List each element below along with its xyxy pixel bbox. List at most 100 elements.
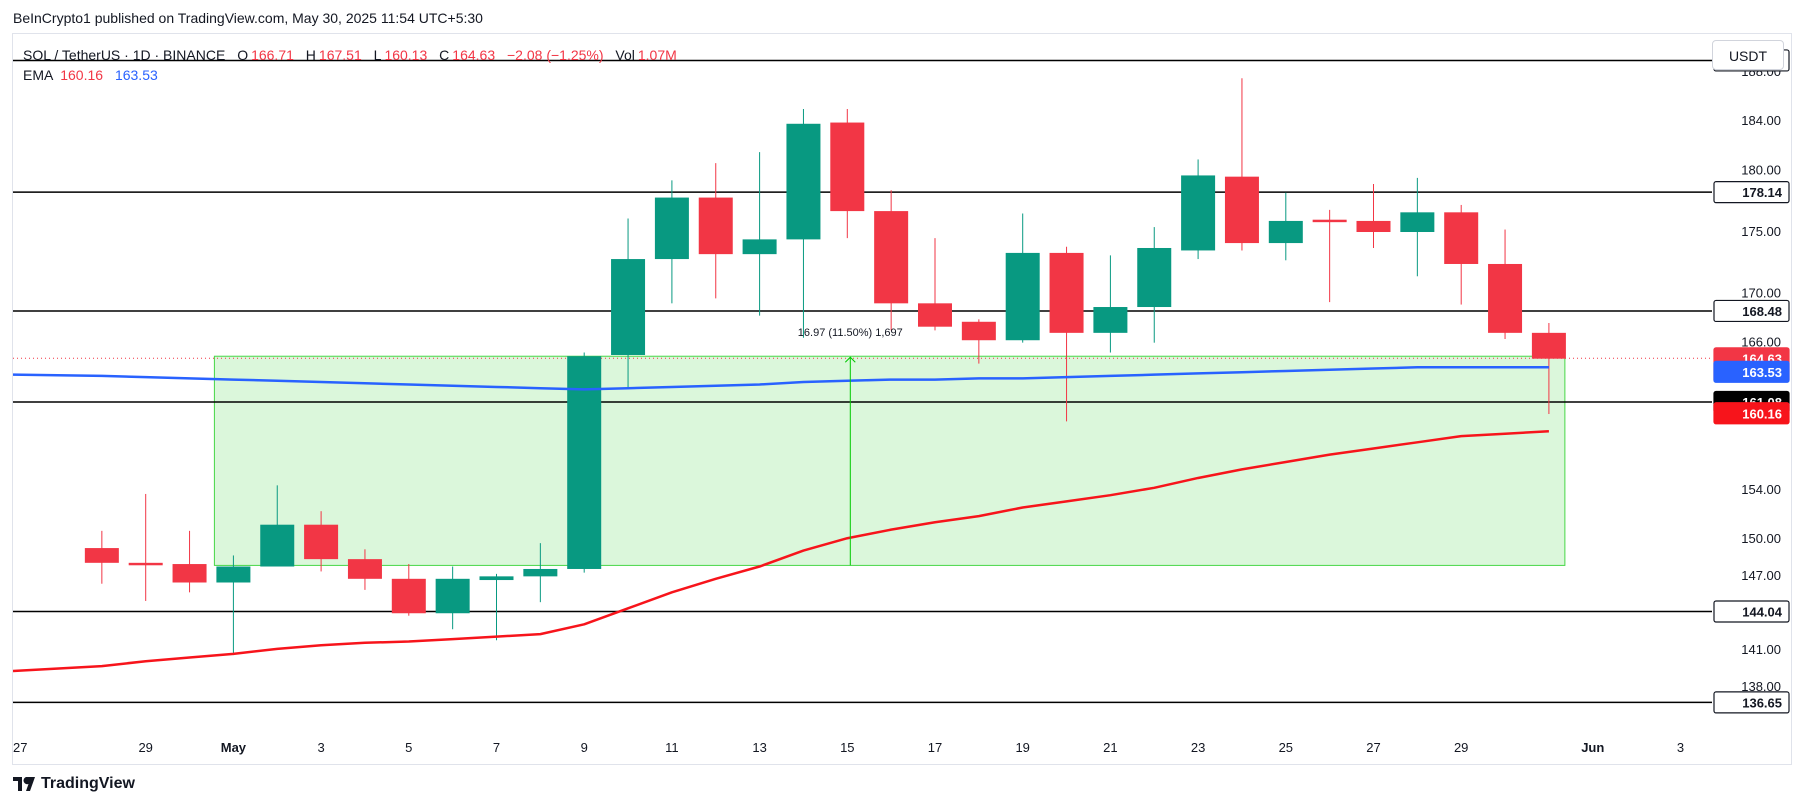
measure-label: 16.97 (11.50%) 1,697 bbox=[798, 327, 903, 339]
price-badge-136.65: 136.65 bbox=[1713, 691, 1790, 714]
y-tick-label: 141.00 bbox=[1741, 642, 1781, 657]
x-tick-label: 27 bbox=[13, 740, 27, 755]
ema-label[interactable]: EMA bbox=[23, 67, 54, 83]
chart-frame bbox=[12, 33, 1792, 765]
candle-body bbox=[435, 578, 470, 614]
price-badge-label: 163.53 bbox=[1742, 365, 1782, 380]
x-tick-label: 23 bbox=[1191, 740, 1205, 755]
candle-body bbox=[391, 578, 426, 614]
candle-33 bbox=[1488, 229, 1523, 339]
candle-body bbox=[961, 321, 996, 341]
open-label: O bbox=[237, 47, 249, 63]
candle-body bbox=[1181, 175, 1216, 251]
x-tick-label: 29 bbox=[138, 740, 152, 755]
candle-body bbox=[567, 356, 602, 569]
candle-2 bbox=[128, 493, 163, 601]
candle-5 bbox=[260, 485, 295, 567]
y-tick-label: 150.00 bbox=[1741, 531, 1781, 546]
price-badge-box bbox=[1713, 691, 1790, 714]
candle-24 bbox=[1093, 255, 1128, 353]
candle-13 bbox=[611, 218, 646, 390]
symbol-name[interactable]: SOL / TetherUS · 1D · BINANCE bbox=[23, 47, 226, 63]
plot-area bbox=[13, 59, 1712, 704]
candle-body bbox=[84, 548, 119, 563]
x-tick-label: May bbox=[221, 740, 247, 755]
high-label: H bbox=[305, 47, 316, 63]
x-tick-label: 29 bbox=[1454, 740, 1468, 755]
publish-caption: BeInCrypto1 published on TradingView.com… bbox=[13, 10, 483, 26]
x-tick-label: 21 bbox=[1103, 740, 1117, 755]
candle-body bbox=[1444, 212, 1479, 264]
candle-9 bbox=[435, 566, 470, 630]
close-label: C bbox=[439, 47, 450, 63]
candle-26 bbox=[1181, 159, 1216, 260]
candle-body bbox=[786, 123, 821, 240]
candle-20 bbox=[918, 238, 952, 331]
low-value: 160.13 bbox=[384, 47, 428, 63]
candle-body bbox=[698, 197, 733, 255]
candle-4 bbox=[216, 555, 251, 656]
currency-button[interactable]: USDT bbox=[1712, 40, 1784, 70]
x-tick-label: 17 bbox=[928, 740, 942, 755]
candle-body bbox=[1488, 263, 1523, 333]
x-tick-label: 15 bbox=[840, 740, 854, 755]
price-badge-160.16: 160.16 bbox=[1713, 402, 1790, 425]
candle-body bbox=[1400, 212, 1435, 233]
price-badge-label: 168.48 bbox=[1742, 304, 1782, 319]
candle-29 bbox=[1312, 209, 1347, 303]
candle-30 bbox=[1356, 184, 1391, 248]
candle-11 bbox=[523, 543, 558, 603]
y-tick-label: 170.00 bbox=[1741, 285, 1781, 300]
candle-body bbox=[479, 576, 514, 581]
ohlc-row: SOL / TetherUS · 1D · BINANCE O 166.71 H 1… bbox=[23, 45, 677, 65]
candle-body bbox=[523, 568, 558, 577]
y-tick-label: 154.00 bbox=[1741, 482, 1781, 497]
candle-body bbox=[1093, 307, 1128, 333]
candle-10 bbox=[479, 573, 514, 641]
tradingview-brand: TradingView bbox=[13, 775, 135, 793]
x-tick-label: 11 bbox=[665, 740, 679, 755]
candle-body bbox=[347, 559, 382, 579]
candle-body bbox=[172, 564, 207, 583]
x-tick-label: 7 bbox=[493, 740, 500, 755]
candle-8 bbox=[391, 564, 426, 616]
candle-12 bbox=[567, 352, 602, 573]
candle-32 bbox=[1444, 204, 1479, 305]
candle-body bbox=[874, 211, 909, 304]
price-badge-label: 144.04 bbox=[1742, 605, 1783, 620]
candle-body bbox=[128, 562, 163, 566]
candle-21 bbox=[961, 319, 996, 364]
x-tick-label: 5 bbox=[405, 740, 412, 755]
range-box bbox=[213, 355, 1566, 566]
candle-body bbox=[918, 303, 952, 327]
candle-body bbox=[1312, 219, 1347, 223]
y-tick-label: 175.00 bbox=[1741, 224, 1781, 239]
candle-19 bbox=[874, 190, 909, 331]
change-value: −2.08 (−1.25%) bbox=[507, 47, 604, 63]
candle-28 bbox=[1268, 192, 1303, 261]
candle-body bbox=[304, 524, 339, 560]
candle-body bbox=[742, 239, 777, 255]
y-tick-label: 147.00 bbox=[1741, 568, 1781, 583]
candle-body bbox=[1049, 252, 1084, 333]
price-badge-label: 178.14 bbox=[1742, 185, 1783, 200]
candle-body bbox=[260, 524, 295, 567]
price-badge-163.53: 163.53 bbox=[1713, 360, 1790, 383]
ema-slow-value: 163.53 bbox=[114, 67, 158, 83]
candle-25 bbox=[1137, 227, 1172, 343]
x-tick-label: 25 bbox=[1279, 740, 1293, 755]
measure-arrowhead bbox=[844, 356, 856, 363]
price-badge-box bbox=[1713, 299, 1790, 323]
candle-body bbox=[611, 259, 646, 355]
candle-body bbox=[1268, 220, 1303, 244]
volume-value: 1.07M bbox=[637, 47, 677, 63]
open-value: 166.71 bbox=[251, 47, 294, 63]
candle-body bbox=[830, 122, 865, 212]
candle-23 bbox=[1049, 246, 1084, 422]
candle-7 bbox=[347, 549, 382, 590]
x-tick-label: 3 bbox=[317, 740, 324, 755]
y-tick-label: 184.00 bbox=[1741, 113, 1781, 128]
candle-17 bbox=[786, 109, 821, 338]
candle-body bbox=[1356, 220, 1391, 233]
